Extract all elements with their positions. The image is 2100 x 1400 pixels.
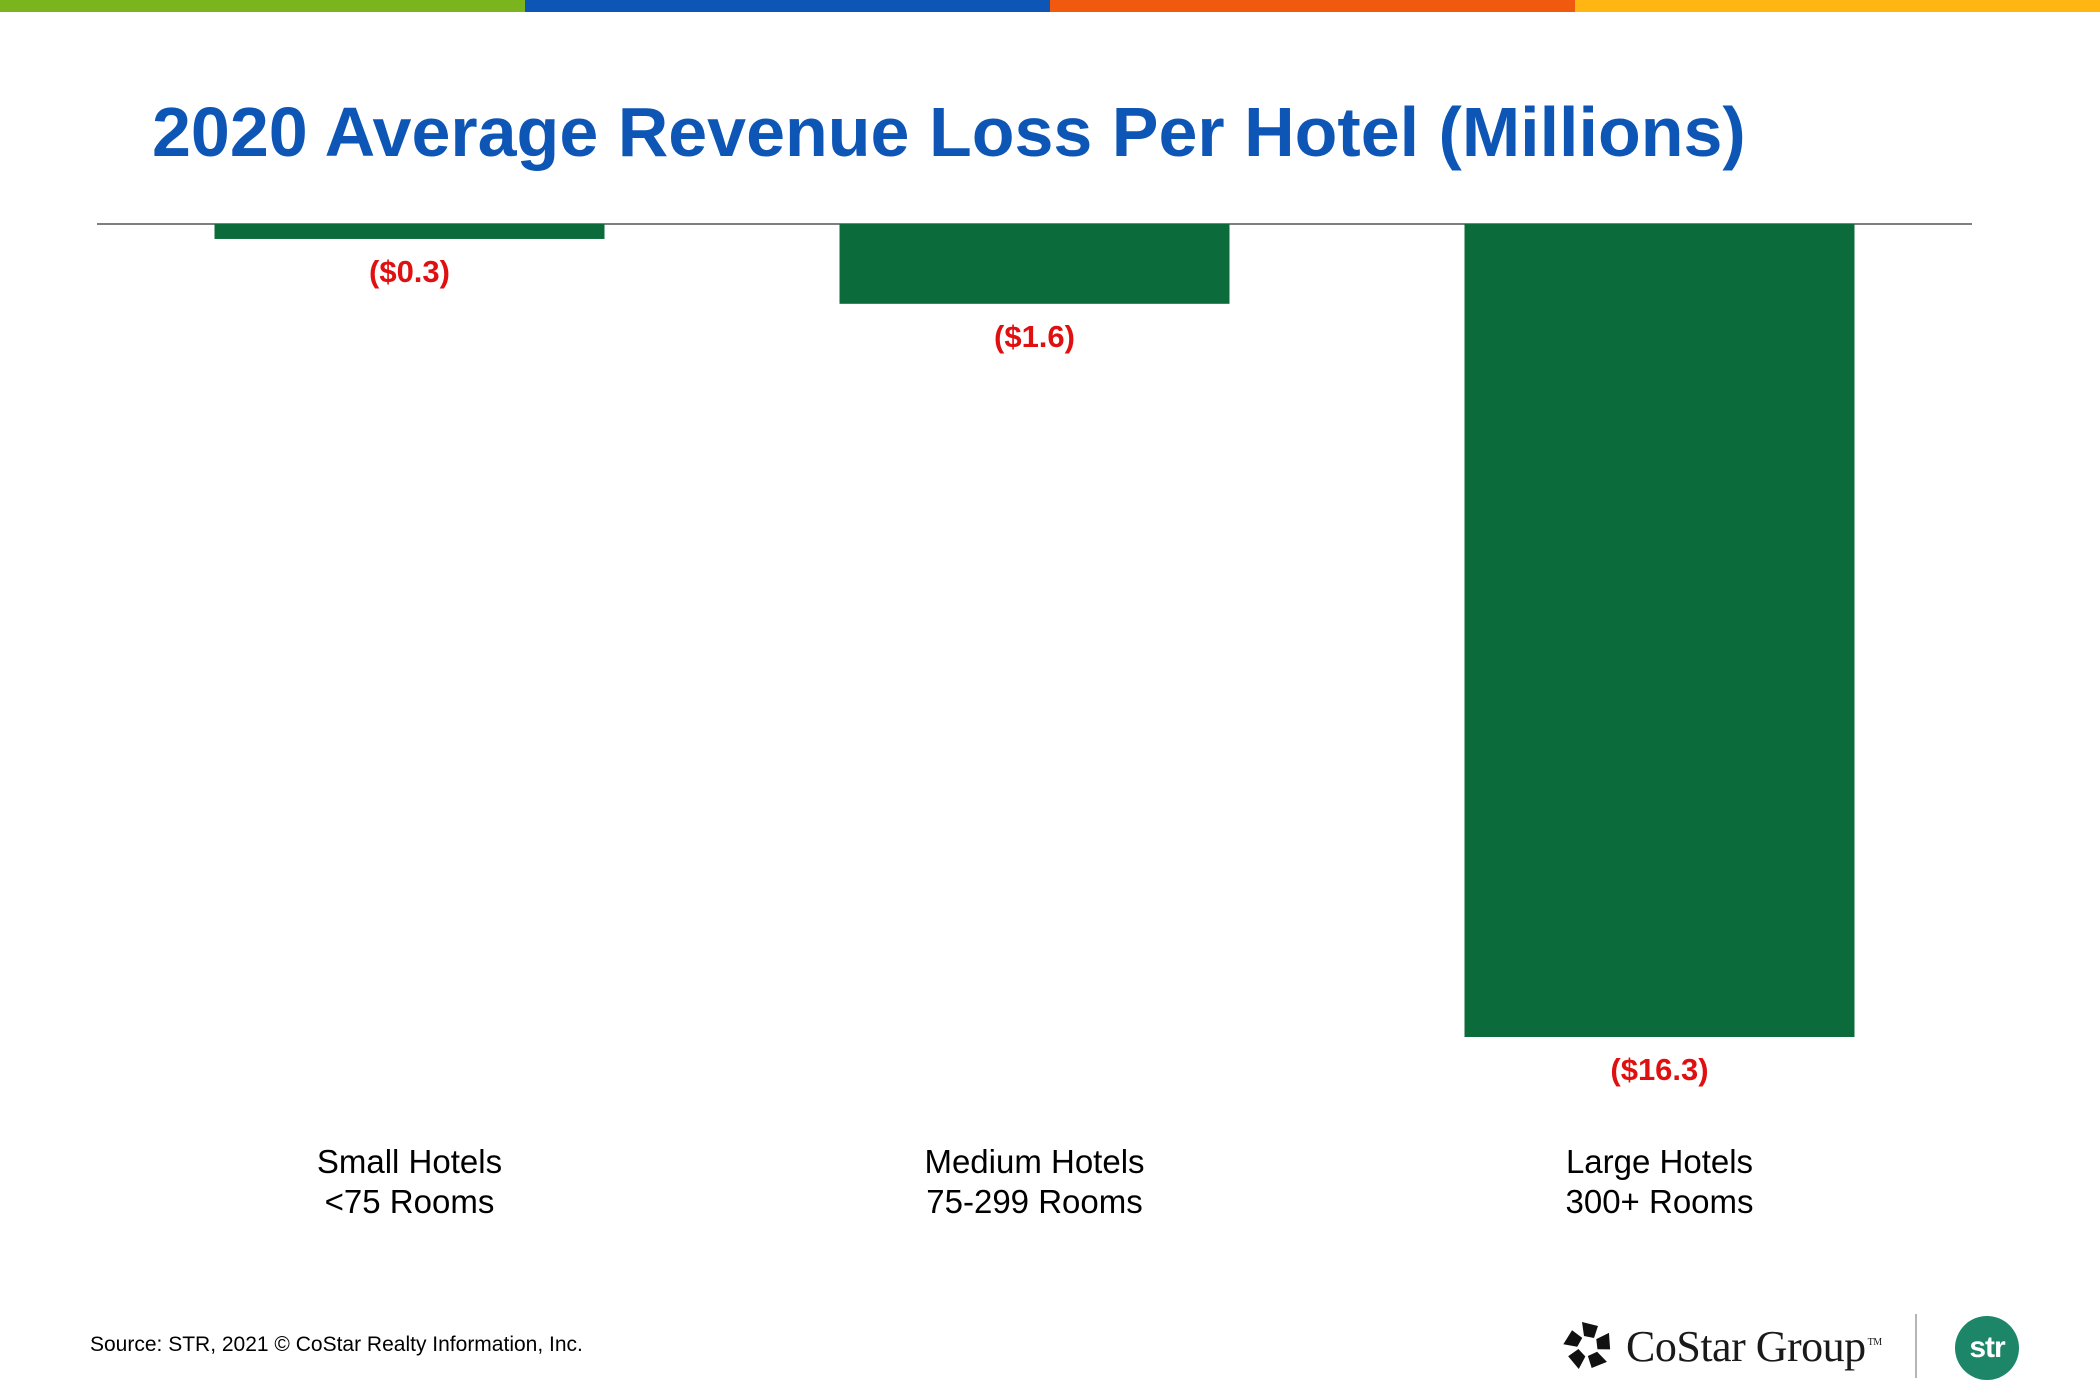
star-petal	[1563, 1330, 1583, 1347]
costar-logo-text: CoStar Group	[1626, 1321, 1866, 1371]
category-label-small-rooms: <75 Rooms	[325, 1183, 495, 1220]
data-label-large: ($16.3)	[1610, 1052, 1708, 1087]
stripe-blue	[525, 0, 1050, 12]
star-petal	[1596, 1332, 1611, 1350]
top-color-stripe	[0, 0, 2100, 12]
bar-chart: ($0.3) ($1.6) ($16.3) Small Hotels<75 Room…	[97, 223, 1972, 1220]
stripe-yellow	[1575, 0, 2100, 12]
bar-small	[214, 224, 605, 239]
category-label-large-rooms: 300+ Rooms	[1565, 1183, 1753, 1220]
str-logo: str	[1955, 1316, 2019, 1380]
category-label-medium-name: Medium Hotels	[924, 1143, 1144, 1180]
chart-title: 2020 Average Revenue Loss Per Hotel (Mil…	[152, 93, 1746, 171]
star-petal	[1587, 1351, 1607, 1369]
stripe-orange	[1050, 0, 1575, 12]
bar-medium	[839, 224, 1230, 304]
trademark-mark: TM	[1867, 1336, 1883, 1348]
costar-star-icon	[1563, 1322, 1611, 1369]
data-label-small: ($0.3)	[369, 254, 450, 289]
costar-group-logo: CoStar Group TM	[1560, 1310, 1882, 1382]
category-label-small-name: Small Hotels	[317, 1143, 502, 1180]
logo-divider	[1915, 1314, 1917, 1378]
category-label-large-name: Large Hotels	[1566, 1143, 1753, 1180]
category-label-medium-rooms: 75-299 Rooms	[926, 1183, 1142, 1220]
source-note: Source: STR, 2021 © CoStar Realty Inform…	[90, 1333, 583, 1356]
data-label-medium: ($1.6)	[994, 319, 1075, 354]
stripe-green	[0, 0, 525, 12]
star-petal	[1568, 1348, 1586, 1369]
logo-area: CoStar Group TM str	[1560, 1310, 2030, 1390]
bar-large	[1464, 224, 1855, 1037]
star-petal	[1582, 1322, 1598, 1338]
